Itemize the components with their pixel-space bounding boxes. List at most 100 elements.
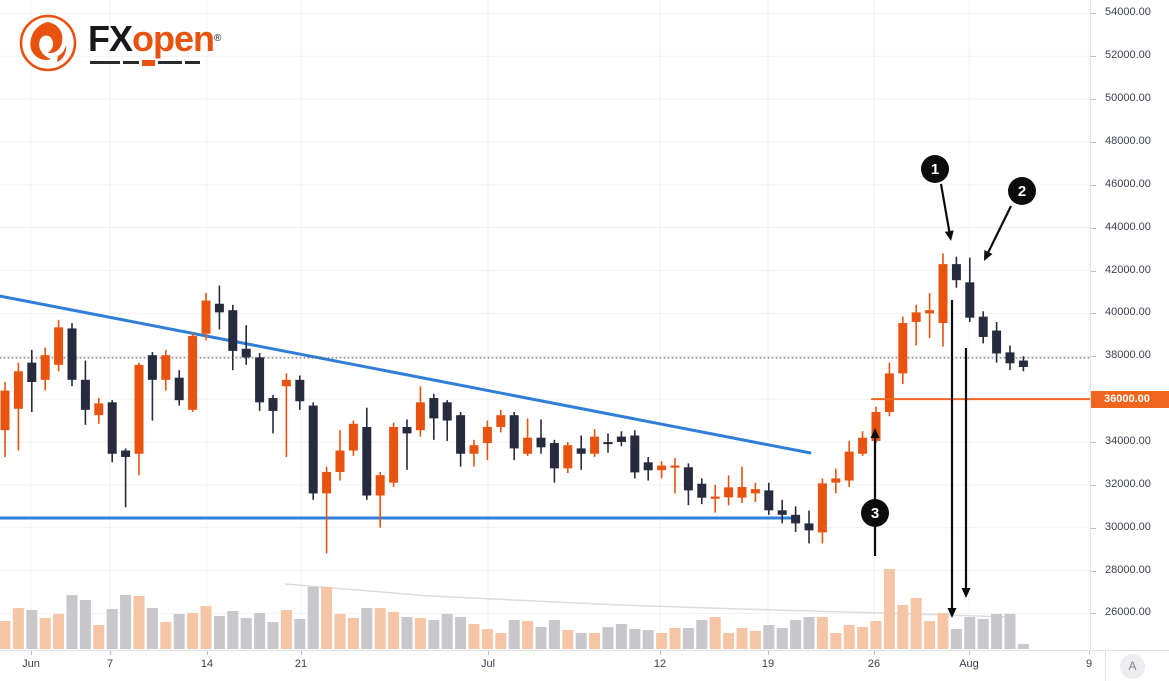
candlestick (174, 377, 184, 401)
price-axis-label: 28000.00 (1105, 563, 1151, 576)
candlestick (898, 323, 908, 374)
candlestick (27, 362, 37, 382)
price-tick (1091, 56, 1096, 58)
candlestick (965, 282, 975, 318)
volume-bar (776, 628, 788, 649)
price-axis-label: 30000.00 (1105, 520, 1151, 533)
volume-bar (629, 629, 641, 649)
candlestick (576, 448, 586, 454)
volume-bar (991, 614, 1003, 649)
price-axis[interactable]: 54000.00 52000.00 50000.00 48000.00 46000.00… (1090, 0, 1169, 650)
candlestick (844, 451, 854, 481)
volume-bar (146, 608, 158, 649)
candlestick (804, 523, 814, 531)
candlestick (0, 390, 10, 431)
candlestick (188, 335, 198, 410)
time-axis-label: 12 (653, 658, 667, 670)
candlestick (40, 355, 50, 380)
fxopen-wordmark: FXopen® (88, 17, 221, 66)
candlestick (121, 450, 131, 457)
price-axis-label: 52000.00 (1105, 49, 1151, 62)
annotation-circle-3 (861, 499, 889, 527)
candlestick (590, 436, 600, 454)
candlestick (362, 426, 372, 496)
candlestick (657, 465, 667, 471)
candlestick (925, 310, 935, 314)
long-arrow-down-b-head (961, 588, 971, 598)
gridlines (0, 0, 1090, 650)
volume-bar (736, 628, 748, 649)
volume-bar (522, 621, 534, 649)
volume-bar (12, 608, 24, 649)
volume-bar (763, 625, 775, 649)
auto-scale-badge[interactable]: A (1120, 654, 1145, 679)
time-axis-label: 21 (294, 658, 308, 670)
time-axis-label: 9 (1085, 658, 1093, 670)
candlestick (67, 328, 77, 380)
volume-bar (562, 630, 574, 649)
candlestick (255, 357, 265, 403)
volume-bar (870, 621, 882, 649)
price-tick (1091, 270, 1096, 272)
candlestick (469, 445, 479, 454)
volume-bar (294, 619, 306, 649)
price-axis-label: 50000.00 (1105, 92, 1151, 105)
volume-bar (240, 618, 252, 649)
volume-bar (414, 618, 426, 649)
volume-bar (468, 624, 480, 649)
fxopen-dragon-emblem (19, 14, 77, 72)
candlestick (509, 415, 519, 449)
candlestick (670, 465, 680, 468)
volume-bar (535, 627, 547, 649)
volume-bar (830, 633, 842, 649)
volume-bar (964, 617, 976, 649)
volume-bar (548, 620, 560, 649)
candlestick (697, 483, 707, 498)
volume-bar (950, 629, 962, 649)
candlestick (107, 402, 117, 454)
volume-bar (615, 624, 627, 649)
candlestick (295, 379, 305, 402)
candlestick (791, 514, 801, 524)
time-axis[interactable]: Jun 7 14 21 Jul 12 19 26 Aug 9 (0, 650, 1105, 681)
price-chart-pane[interactable]: 1 2 3 (0, 0, 1090, 650)
candlestick (375, 475, 385, 496)
candlestick (134, 364, 144, 454)
candlestick (335, 450, 345, 472)
time-tick (768, 651, 769, 655)
volume-bar (401, 617, 413, 649)
volume-bar (280, 610, 292, 649)
candlestick (683, 467, 693, 491)
price-axis-label: 42000.00 (1105, 263, 1151, 276)
logo-tagline-bars (90, 59, 220, 66)
volume-bar (26, 610, 38, 649)
candlestick (1005, 352, 1015, 364)
volume-bar (749, 631, 761, 649)
candlestick (161, 355, 171, 380)
candlestick (549, 443, 559, 469)
candlestick (563, 445, 573, 469)
candlestick (764, 490, 774, 511)
fxopen-logo: FXopen® (18, 12, 221, 74)
volume-bar (897, 605, 909, 649)
price-axis-label: 44000.00 (1105, 220, 1151, 233)
time-tick (1089, 651, 1090, 655)
time-tick (969, 651, 970, 655)
annotation-circle-1 (921, 155, 949, 183)
candlestick (858, 437, 868, 454)
candlestick (442, 402, 452, 421)
volume-bar (883, 569, 895, 649)
time-tick (874, 651, 875, 655)
brand-open: open (132, 17, 215, 59)
price-axis-label: 32000.00 (1105, 477, 1151, 490)
candlestick (817, 483, 827, 533)
candlestick (616, 436, 626, 442)
candlestick (710, 496, 720, 499)
candlestick (482, 426, 492, 444)
candlestick (80, 379, 90, 410)
volume-bar (481, 629, 493, 649)
price-axis-label: 46000.00 (1105, 177, 1151, 190)
candlestick (281, 379, 291, 387)
descending-trendline[interactable] (0, 294, 812, 455)
